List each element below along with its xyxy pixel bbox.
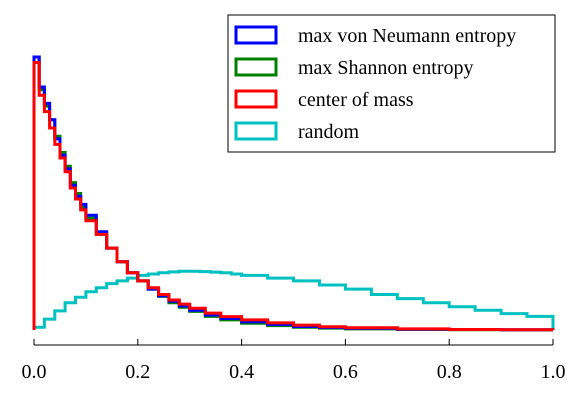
x-axis: 0.0 0.2 0.4 0.6 0.8 1.0	[22, 339, 566, 383]
legend-label: max Shannon entropy	[298, 57, 474, 79]
legend-box	[227, 14, 556, 153]
series-line-center-of-mass	[32, 61, 555, 332]
x-tick-label: 0.2	[125, 361, 150, 383]
legend-swatch	[234, 121, 278, 141]
legend-label: random	[298, 121, 360, 143]
series-layer	[32, 55, 555, 332]
series-line-random	[32, 269, 555, 330]
x-tick-label: 1.0	[541, 361, 566, 383]
x-tick-label: 0.0	[22, 361, 47, 383]
legend-swatch	[234, 57, 278, 77]
x-tick-label: 0.8	[437, 361, 462, 383]
legend-swatch	[234, 25, 278, 45]
legend: max von Neumann entropy max Shannon entro…	[227, 14, 556, 153]
x-tick-label: 0.4	[229, 361, 254, 383]
legend-swatch	[234, 89, 278, 109]
legend-label: center of mass	[298, 89, 414, 111]
legend-label: max von Neumann entropy	[298, 25, 516, 47]
x-tick-label: 0.6	[333, 361, 358, 383]
